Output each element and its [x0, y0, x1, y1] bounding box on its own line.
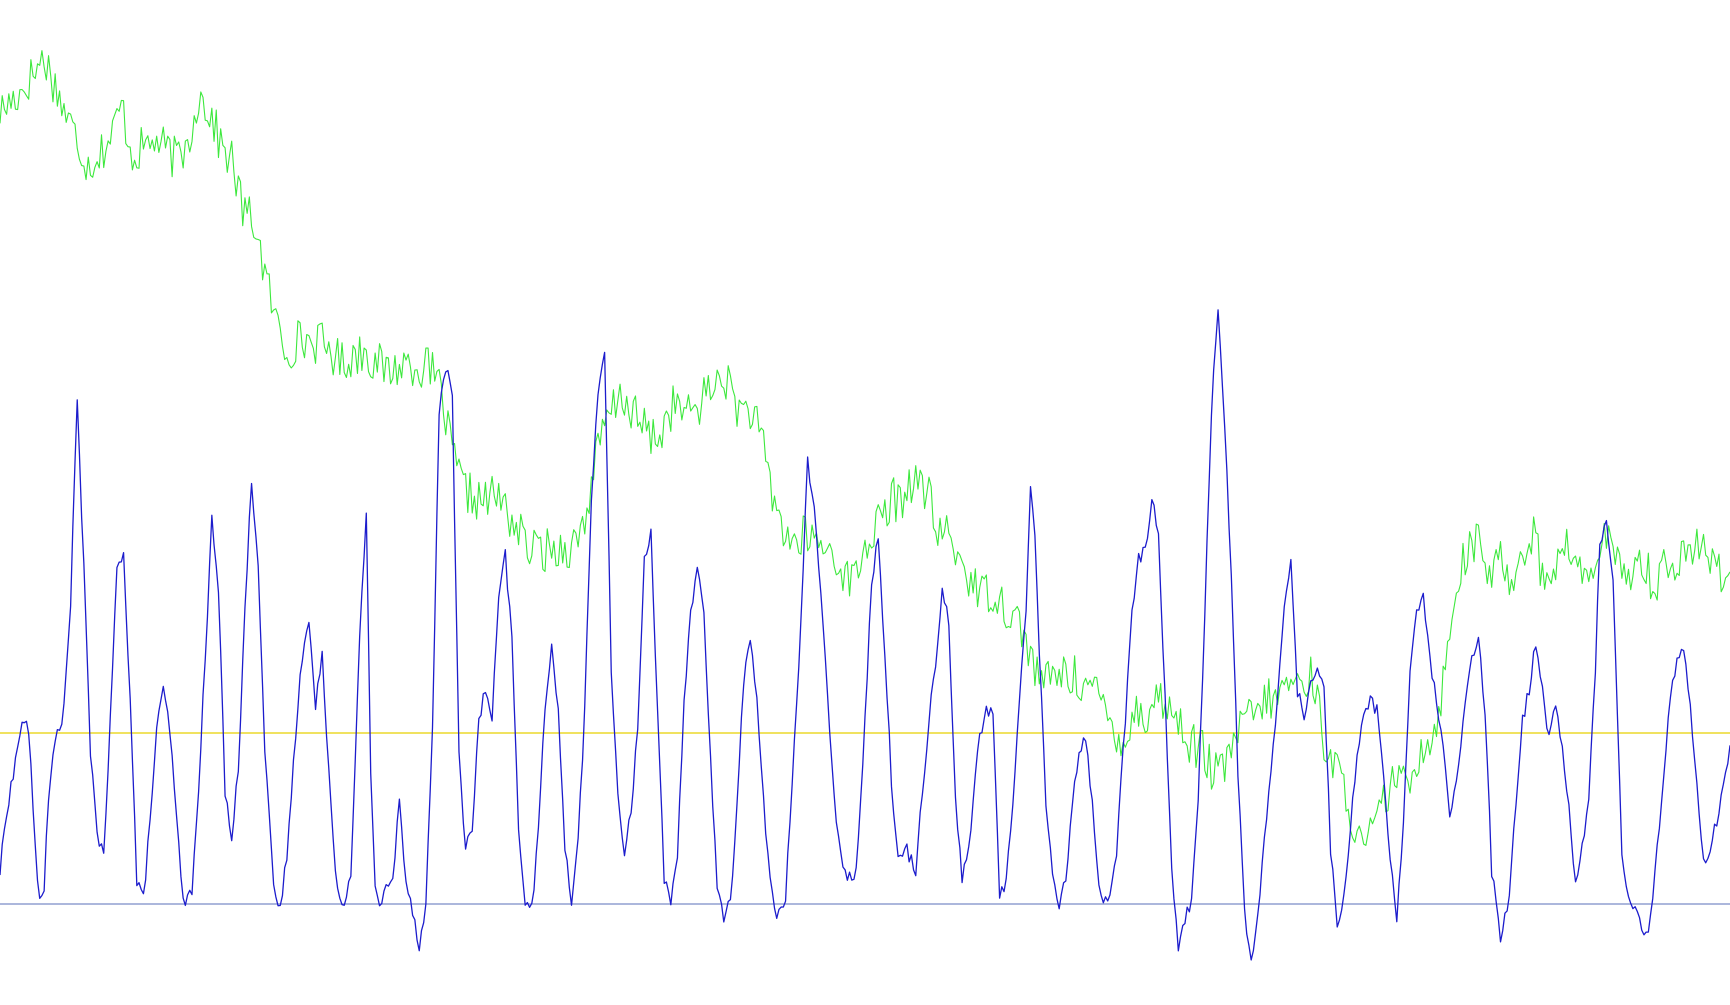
series-layer [0, 50, 1730, 961]
series-line-2 [0, 309, 1730, 961]
series-line-1 [0, 50, 1730, 846]
reference-lines [0, 732, 1730, 905]
